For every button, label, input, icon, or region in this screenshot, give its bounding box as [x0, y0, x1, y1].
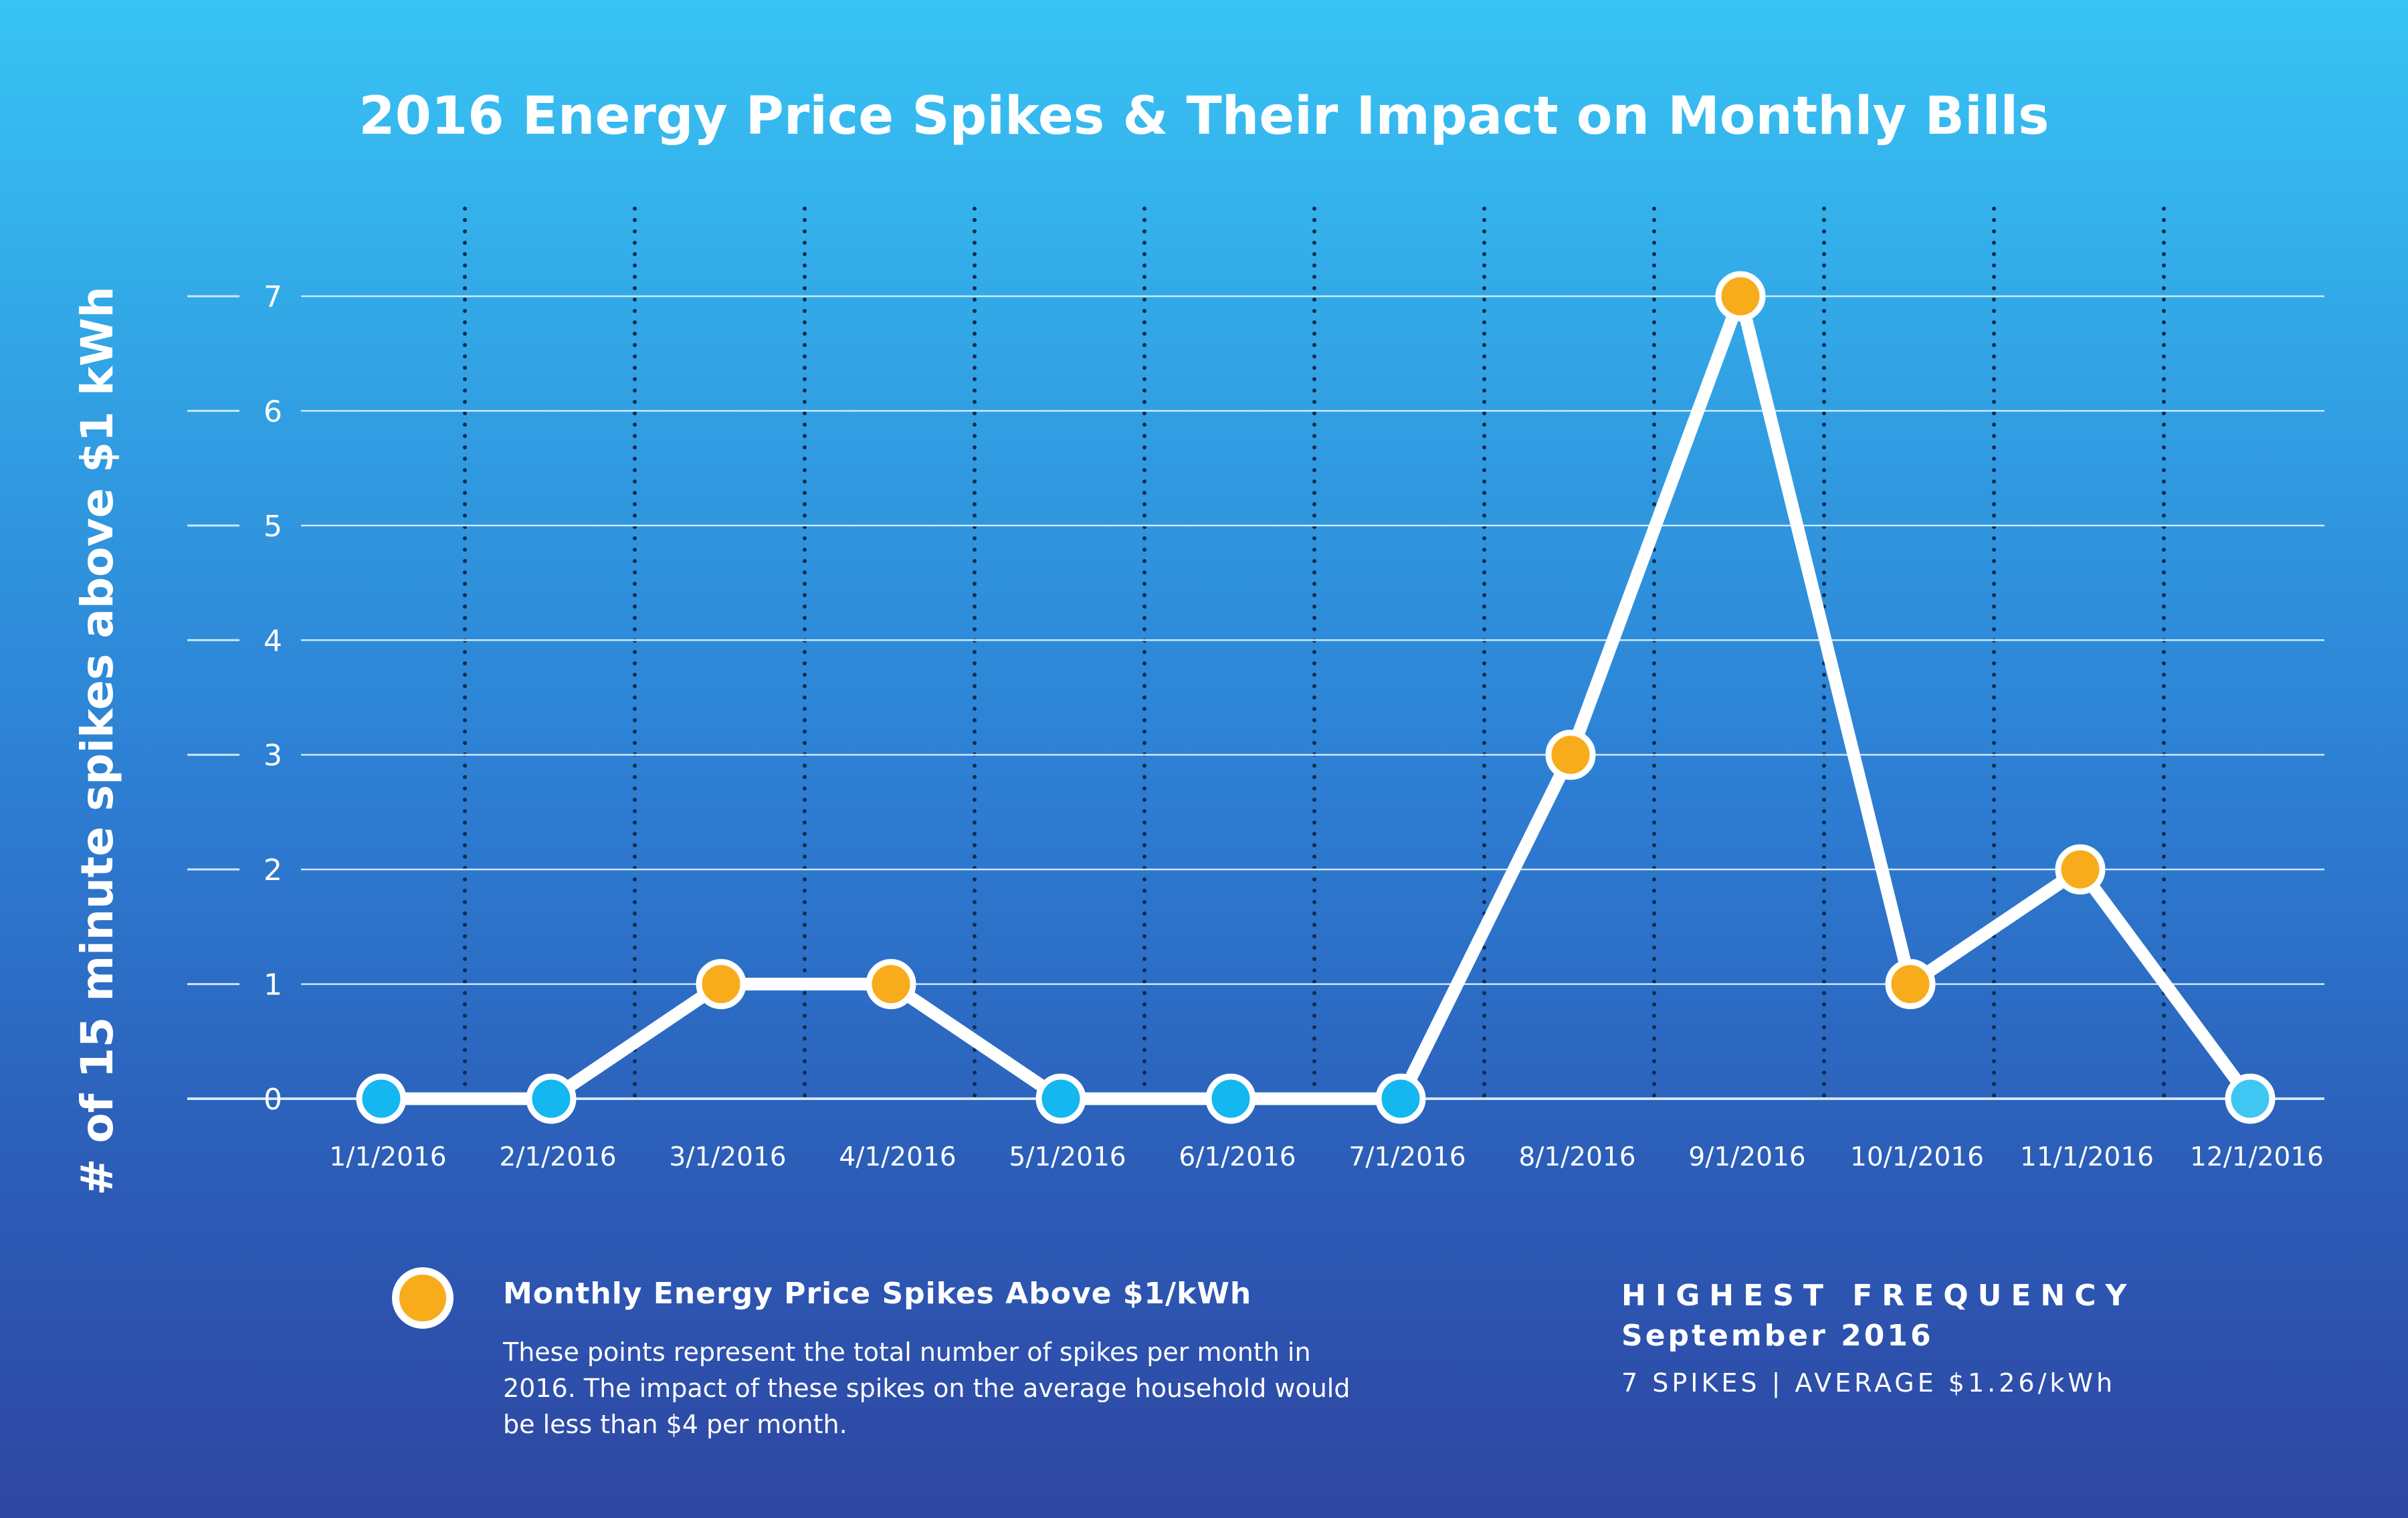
- series-line: [375, 290, 2257, 1105]
- x-tick-label: 4/1/2016: [839, 1142, 956, 1172]
- legend-marker-icon: [392, 1267, 454, 1329]
- data-point: [2225, 1073, 2276, 1124]
- month-separators: [463, 207, 2166, 1099]
- legend-description: These points represent the total number …: [503, 1337, 1350, 1439]
- y-tick-label: 1: [264, 968, 282, 1002]
- y-tick-label: 7: [264, 280, 282, 314]
- data-point: [2055, 844, 2106, 895]
- y-axis-ticks: 0 1 2 3 4 5 6 7: [187, 280, 282, 1117]
- y-tick-label: 0: [264, 1083, 282, 1117]
- data-points: [356, 271, 2276, 1124]
- data-point: [356, 1073, 407, 1124]
- x-tick-label: 11/1/2016: [2020, 1142, 2154, 1172]
- x-tick-label: 12/1/2016: [2190, 1142, 2324, 1172]
- data-point: [1205, 1073, 1256, 1124]
- data-point: [696, 959, 746, 1010]
- highlight-stats: 7 SPIKES | AVERAGE $1.26/kWh: [1621, 1368, 2116, 1398]
- data-point: [1715, 271, 1766, 322]
- y-axis-label: # of 15 minute spikes above $1 kWh: [72, 286, 123, 1195]
- data-point: [1375, 1073, 1426, 1124]
- x-tick-label: 7/1/2016: [1348, 1142, 1466, 1172]
- x-tick-label: 10/1/2016: [1850, 1142, 1984, 1172]
- y-tick-label: 5: [264, 510, 282, 544]
- y-tick-label: 3: [264, 739, 282, 773]
- data-point: [1545, 730, 1596, 780]
- legend-title: Monthly Energy Price Spikes Above $1/kWh: [503, 1277, 1252, 1311]
- x-tick-label: 3/1/2016: [669, 1142, 786, 1172]
- gridlines: [187, 295, 2324, 1100]
- x-axis-ticks: 1/1/2016 2/1/2016 3/1/2016 4/1/2016 5/1/2016…: [329, 1142, 2324, 1172]
- data-point: [866, 959, 916, 1010]
- highlight-period: September 2016: [1621, 1319, 1934, 1353]
- x-tick-label: 2/1/2016: [499, 1142, 616, 1172]
- highlight-heading: HIGHEST FREQUENCY: [1621, 1279, 2136, 1313]
- y-tick-label: 6: [264, 395, 282, 429]
- x-tick-label: 6/1/2016: [1179, 1142, 1296, 1172]
- x-tick-label: 1/1/2016: [329, 1142, 446, 1172]
- data-point: [526, 1073, 577, 1124]
- highlight-panel: HIGHEST FREQUENCY September 2016 7 SPIKE…: [1621, 1276, 2357, 1403]
- y-tick-label: 2: [264, 853, 282, 887]
- y-tick-label: 4: [264, 624, 282, 658]
- data-point: [1035, 1073, 1086, 1124]
- x-tick-label: 5/1/2016: [1009, 1142, 1126, 1172]
- chart-title: 2016 Energy Price Spikes & Their Impact …: [359, 86, 2049, 146]
- x-tick-label: 8/1/2016: [1518, 1142, 1635, 1172]
- data-point: [1885, 959, 1936, 1010]
- x-tick-label: 9/1/2016: [1688, 1142, 1805, 1172]
